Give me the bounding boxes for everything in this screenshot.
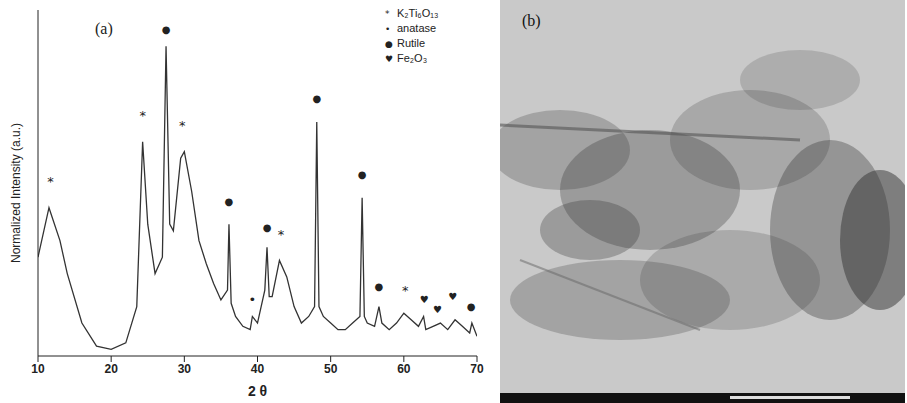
svg-text:10: 10 [31, 362, 45, 376]
html-text:(a): (a) [95, 20, 113, 37]
svg-text:70: 70 [470, 362, 484, 376]
html-text:● Rutile: ● Rutile [385, 37, 426, 49]
svg-text:*: * [402, 283, 409, 298]
svg-text:60: 60 [397, 362, 411, 376]
svg-text:♥: ♥ [448, 291, 457, 302]
html-text:(b): (b) [522, 12, 541, 29]
svg-text:*: * [139, 108, 146, 123]
svg-text:40: 40 [251, 362, 265, 376]
svg-text:●: ● [467, 301, 476, 312]
svg-text:50: 50 [324, 362, 338, 376]
html-text:anatase: anatase [397, 22, 437, 34]
svg-text:*: * [47, 174, 54, 189]
html-text:♥ Fe₂O₃: ♥ Fe₂O₃ [385, 52, 428, 64]
svg-text:30: 30 [178, 362, 192, 376]
svg-text:●: ● [358, 169, 367, 180]
svg-text:*: * [179, 118, 186, 133]
html-text:K₂Ti₆O₁₃: K₂Ti₆O₁₃ [397, 7, 439, 19]
svg-text:2 θ: 2 θ [248, 383, 267, 399]
svg-text:●: ● [162, 24, 171, 35]
svg-text:•: • [249, 292, 257, 307]
svg-text:♥: ♥ [420, 294, 429, 305]
svg-text:●: ● [312, 93, 321, 104]
svg-text:20: 20 [104, 362, 118, 376]
svg-text:Normalized Intensity (a.u.): Normalized Intensity (a.u.) [9, 123, 23, 263]
svg-text:●: ● [375, 281, 384, 292]
svg-text:*: * [278, 227, 285, 242]
svg-text:●: ● [225, 196, 234, 207]
svg-text:●: ● [263, 222, 272, 233]
svg-text:♥: ♥ [433, 304, 442, 315]
